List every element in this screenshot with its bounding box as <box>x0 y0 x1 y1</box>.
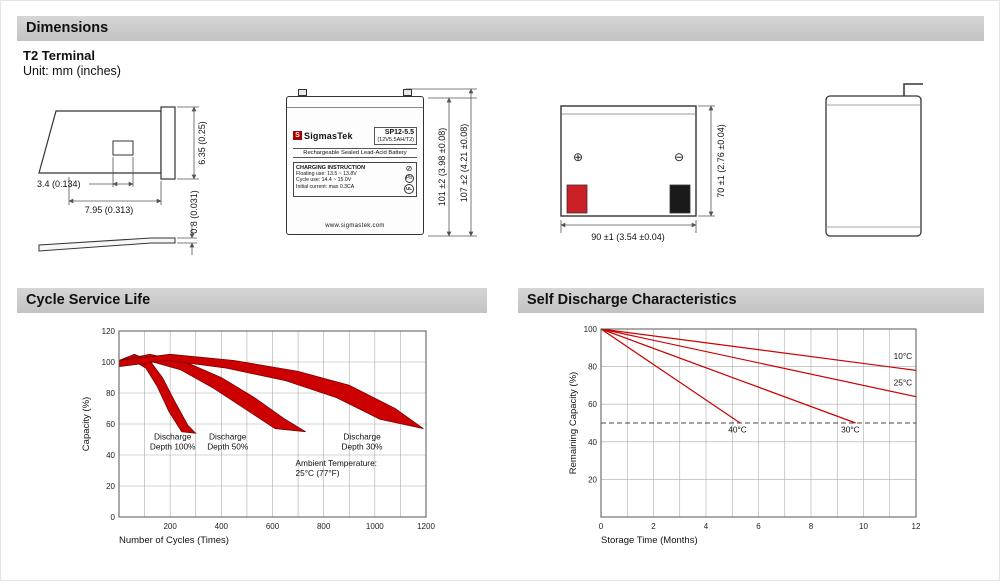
dim-terminal-hole: 3.4 (0.134) <box>37 179 81 189</box>
plot-border <box>118 330 427 518</box>
y-tick-label: 0 <box>111 513 116 522</box>
y-axis-label: Capacity (%) <box>81 397 92 451</box>
y-tick-label: 120 <box>102 327 116 336</box>
y-tick-label: 60 <box>106 420 115 429</box>
chart-annotation: 30°C <box>841 424 860 434</box>
chart-annotation: Depth 100% <box>150 442 196 452</box>
dim-battery-width: 90 ±1 (3.54 ±0.04) <box>591 232 665 242</box>
dim-battery-total-height: 107 ±2 (4.21 ±0.08) <box>459 123 469 203</box>
y-tick-label: 80 <box>106 389 115 398</box>
negative-terminal-marker <box>669 184 691 214</box>
y-tick-label: 60 <box>588 400 597 409</box>
cycle-service-life-chart: 200 400 600 800 1000 1200 0 20 40 60 80 100 120 Disch… <box>81 327 435 546</box>
chart-annotation: Discharge <box>209 432 247 442</box>
x-axis-label: Number of Cycles (Times) <box>119 535 229 546</box>
charging-instruction-title: CHARGING INSTRUCTION <box>296 164 366 171</box>
x-tick-label: 4 <box>704 522 709 531</box>
y-tick-label: 40 <box>588 438 597 447</box>
capacity-band <box>118 353 424 429</box>
x-tick-label: 0 <box>599 522 604 531</box>
negative-terminal-symbol: ⊖ <box>673 150 685 164</box>
case-seam-line <box>287 107 423 108</box>
x-tick-label: 200 <box>163 522 177 531</box>
x-axis-label: Storage Time (Months) <box>601 535 698 546</box>
side-view-drawing <box>560 105 715 233</box>
website-text: www.sigmastek.com <box>325 223 385 229</box>
dimensions-section-header: Dimensions <box>17 16 984 41</box>
chart-annotation: 40°C <box>728 424 747 434</box>
x-tick-label: 6 <box>756 522 761 531</box>
chart-annotation: Discharge <box>154 432 192 442</box>
chart-annotation: Depth 50% <box>207 442 249 452</box>
chart-annotation: Ambient Temperature: <box>296 458 377 468</box>
x-tick-label: 1200 <box>417 522 435 531</box>
model-number: SP12-5.5 <box>384 129 414 136</box>
brand-name: SigmasTek <box>304 130 353 141</box>
battery-front-view: S SigmasTek SP12-5.5 (12V5.5AH/T2) Recha… <box>286 89 424 235</box>
chart-annotation: 10°C <box>894 351 913 361</box>
chart-annotation: Depth 30% <box>342 442 384 452</box>
unit-note: Unit: mm (inches) <box>23 64 121 78</box>
sigmastek-logo-icon: S <box>293 131 302 141</box>
series-line <box>600 328 917 371</box>
dim-battery-case-height: 101 ±2 (3.98 ±0.08) <box>437 127 447 207</box>
x-tick-label: 600 <box>266 522 280 531</box>
dim-battery-depth: 70 ±1 (2.76 ±0.04) <box>716 124 726 198</box>
x-tick-label: 12 <box>912 522 921 531</box>
charging-instruction-box: CHARGING INSTRUCTION Floating use: 13.5 … <box>293 161 417 197</box>
charging-line-floating: Floating use: 13.5 ~ 13.8V <box>296 170 357 177</box>
self-discharge-chart: 0 2 4 6 8 10 12 20 40 60 80 100 10°C 25°C 40°C 30°C Stor… <box>568 325 921 546</box>
battery-label: S SigmasTek SP12-5.5 (12V5.5AH/T2) Recha… <box>293 127 417 231</box>
y-tick-label: 40 <box>106 451 115 460</box>
series-line <box>600 328 917 398</box>
chart-annotation: Discharge <box>343 432 381 442</box>
crossed-bin-icon: ⊘ <box>405 163 413 173</box>
y-tick-label: 80 <box>588 363 597 372</box>
dim-terminal-thickness: 0.8 (0.031) <box>189 190 199 234</box>
x-tick-label: 10 <box>859 522 868 531</box>
model-spec: (12V5.5AH/T2) <box>377 136 414 143</box>
cycle-service-life-section-header: Cycle Service Life <box>17 288 487 313</box>
y-tick-label: 20 <box>106 482 115 491</box>
x-tick-label: 8 <box>809 522 814 531</box>
x-tick-label: 800 <box>317 522 331 531</box>
series-line <box>600 328 741 424</box>
terminal-tab-left <box>298 89 307 96</box>
model-box: SP12-5.5 (12V5.5AH/T2) <box>374 127 417 145</box>
x-tick-label: 2 <box>651 522 656 531</box>
chart-annotation: 25°C (77°F) <box>296 468 340 478</box>
y-tick-label: 100 <box>102 358 116 367</box>
plot-border <box>600 328 917 518</box>
narrow-side-view-drawing <box>825 83 923 237</box>
dim-terminal-length: 7.95 (0.313) <box>84 205 134 215</box>
chart-annotation: 25°C <box>894 377 913 387</box>
dim-terminal-blade-height: 6.35 (0.25) <box>197 121 207 165</box>
self-discharge-section-header: Self Discharge Characteristics <box>518 288 984 313</box>
terminal-tab-right <box>403 89 412 96</box>
y-tick-label: 100 <box>584 325 598 334</box>
x-tick-label: 400 <box>215 522 229 531</box>
y-axis-label: Remaining Capacity (%) <box>568 372 579 474</box>
positive-terminal-symbol: ⊕ <box>572 150 584 164</box>
charging-line-cycle: Cycle use: 14.4 ~ 15.0V <box>296 177 352 184</box>
dimension-drawings-linework <box>38 83 923 255</box>
series-line <box>600 328 856 424</box>
positive-terminal-marker <box>566 184 588 214</box>
charging-line-current: Initial current: max 0.3CA <box>296 184 355 191</box>
terminal-tab-linework <box>903 83 923 96</box>
x-tick-label: 1000 <box>366 522 384 531</box>
terminal-type-heading: T2 Terminal <box>23 48 96 63</box>
pb-recycle-icon: Pb <box>404 173 414 183</box>
battery-type-text: Rechargeable Sealed Lead-Acid Battery <box>293 147 417 158</box>
y-tick-label: 20 <box>588 475 597 484</box>
ul-mark-icon: UL <box>404 183 414 194</box>
